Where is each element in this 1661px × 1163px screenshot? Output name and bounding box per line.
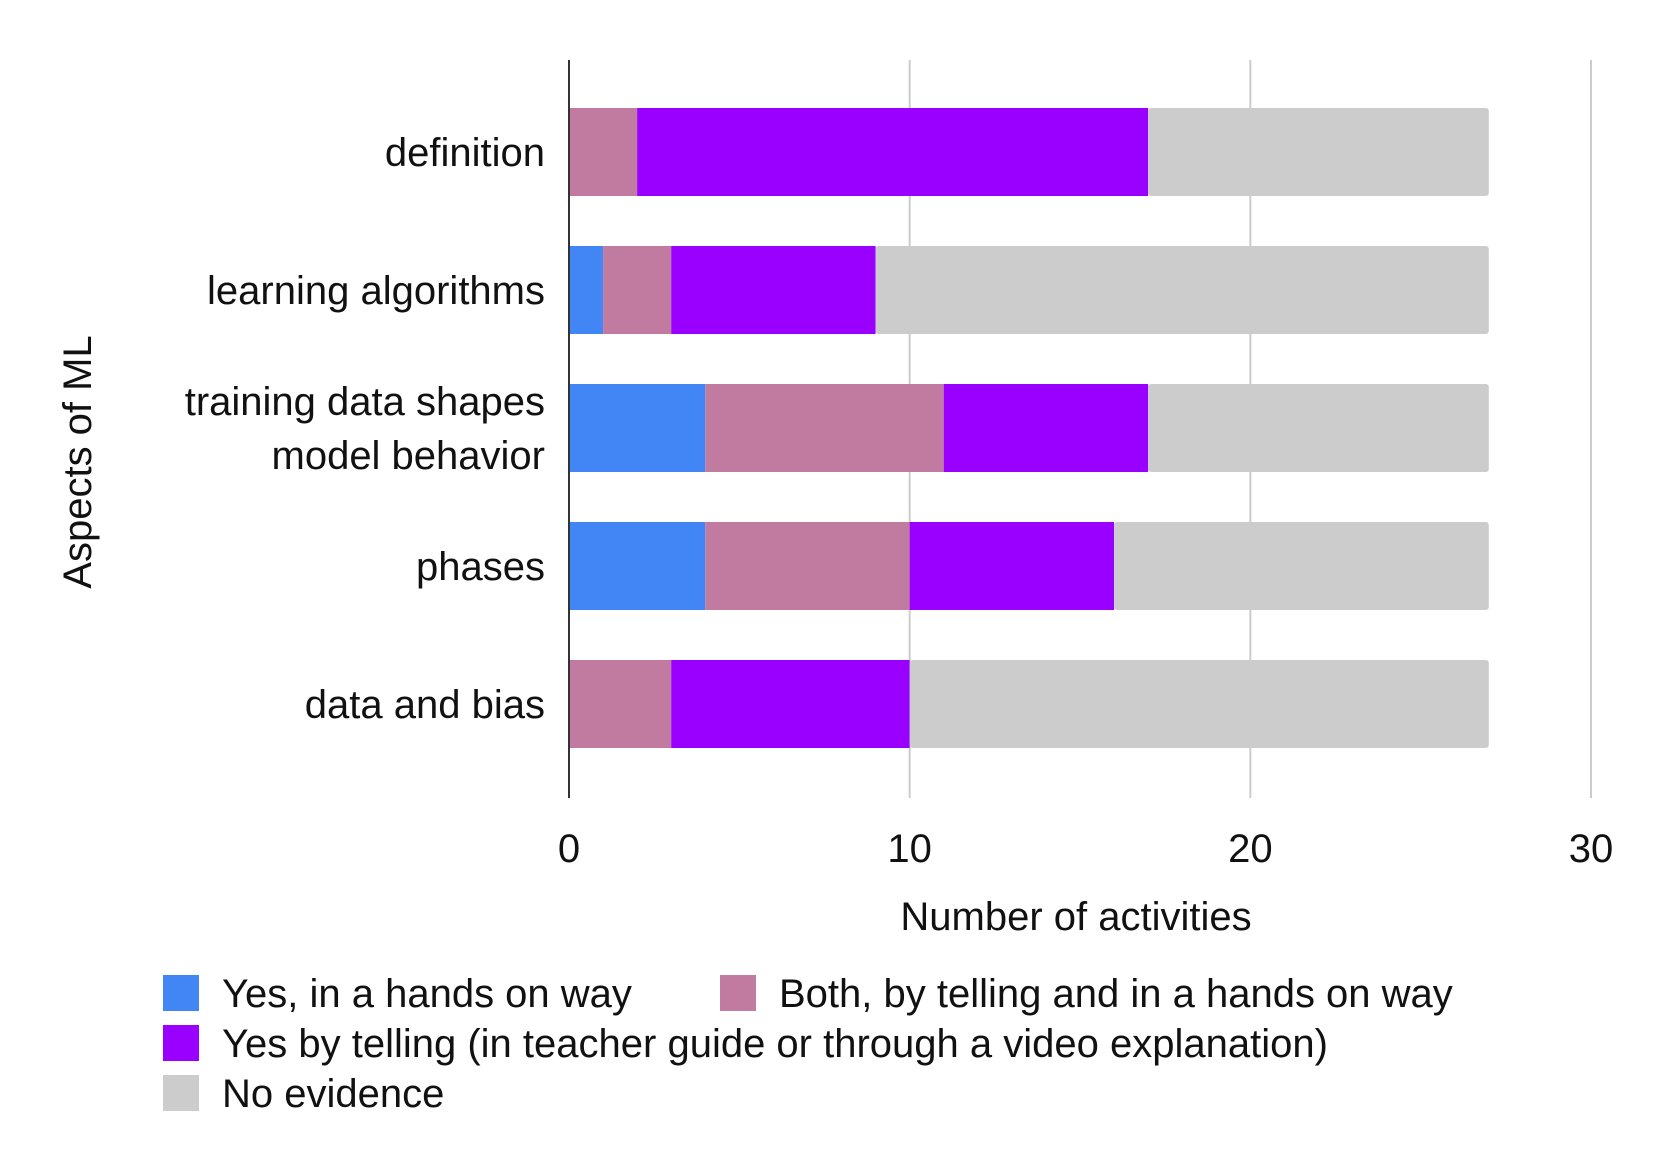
bar-segment <box>1148 108 1489 196</box>
category-label: model behavior <box>272 434 546 478</box>
x-tick-labels: 0 10 20 30 <box>558 827 1613 871</box>
bar-segment <box>569 660 672 748</box>
bar-segment <box>705 384 944 472</box>
bar-segment <box>569 384 706 472</box>
x-axis-title: Number of activities <box>900 895 1251 939</box>
bar-segment <box>875 246 1489 334</box>
bar-segment <box>603 246 672 334</box>
legend-swatch <box>163 1075 199 1111</box>
category-label: definition <box>385 131 545 175</box>
category-labels: definition learning algorithms training da… <box>185 131 545 727</box>
bar-segment <box>569 246 604 334</box>
legend: Yes, in a hands on way Both, by telling a… <box>163 972 1453 1116</box>
x-tick-label: 30 <box>1569 827 1614 871</box>
legend-swatch <box>163 975 199 1011</box>
x-tick-label: 20 <box>1228 827 1273 871</box>
x-tick-label: 0 <box>558 827 580 871</box>
category-label: learning algorithms <box>207 269 545 313</box>
legend-swatch <box>720 975 756 1011</box>
bar-segment <box>569 522 706 610</box>
category-label: training data shapes <box>185 380 545 424</box>
legend-label: Yes, in a hands on way <box>222 972 632 1016</box>
bar-segment <box>909 660 1489 748</box>
bar-segment <box>705 522 910 610</box>
bar-segment <box>1114 522 1489 610</box>
category-label: phases <box>416 545 545 589</box>
bar-segment <box>671 660 910 748</box>
category-label: data and bias <box>305 683 545 727</box>
bar-segment <box>943 384 1149 472</box>
bar-segment <box>671 246 876 334</box>
y-axis-title: Aspects of ML <box>56 335 100 588</box>
legend-label: Both, by telling and in a hands on way <box>779 972 1453 1016</box>
legend-swatch <box>163 1025 199 1061</box>
bar-segment <box>1148 384 1489 472</box>
bar-segment <box>909 522 1115 610</box>
x-tick-label: 10 <box>887 827 932 871</box>
bar-segment <box>569 108 638 196</box>
legend-label: No evidence <box>222 1072 444 1116</box>
bar-segment <box>637 108 1149 196</box>
legend-label: Yes by telling (in teacher guide or thro… <box>222 1022 1328 1066</box>
bars <box>569 108 1489 748</box>
